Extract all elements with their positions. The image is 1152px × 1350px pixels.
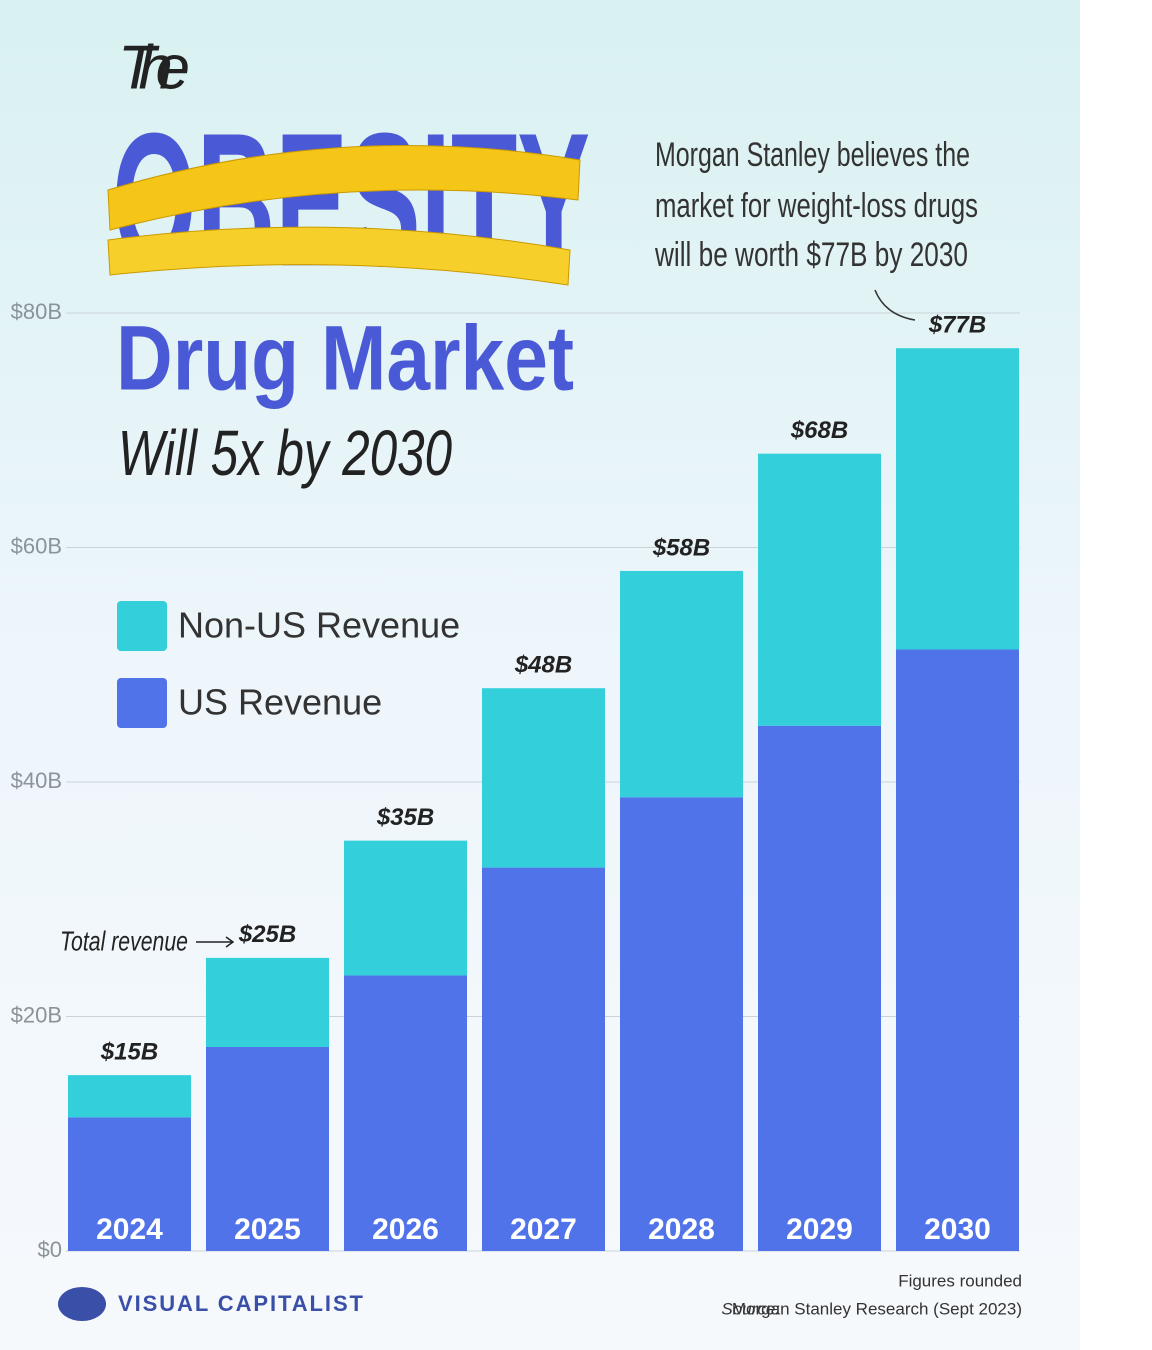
source-label: Source: [721,1299,780,1318]
subtitle: Will 5x by 2030 [118,417,452,489]
bar-segment [896,649,1019,1251]
y-tick-label: $0 [38,1237,62,1262]
annotation: Morgan Stanley believes the [655,136,970,174]
source: Morgan Stanley Research (Sept 2023) [732,1299,1022,1318]
total-label: $25B [238,921,296,948]
y-tick-label: $20B [11,1002,62,1027]
bar-segment [68,1075,191,1118]
logo: VISUAL CAPITALIST [58,1287,366,1321]
legend-label: US Revenue [178,682,382,723]
annotation: will be worth $77B by 2030 [654,236,968,274]
tape-decoration [107,226,571,286]
total-label: $35B [376,804,434,831]
tape-decoration [107,144,581,231]
x-tick-label: 2026 [372,1213,439,1246]
legend-swatch [117,678,167,728]
title-main: Drug Market [116,307,574,409]
bar-segment [896,348,1019,650]
x-tick-label: 2027 [510,1213,577,1246]
bar-segment [206,1046,329,1251]
footnote: Figures rounded [898,1271,1022,1290]
legend-label: Non-US Revenue [178,605,460,646]
annotation-arrow [874,289,916,321]
total-label: $68B [790,417,848,444]
bar-segment [344,840,467,976]
title-the: The [118,33,190,102]
bar-segment [206,957,329,1047]
total-label: $77B [928,312,986,339]
total-annotation: Total revenue [60,925,188,956]
bar-segment [620,570,743,798]
y-tick-label: $60B [11,533,62,558]
y-tick-label: $40B [11,768,62,793]
total-label: $15B [100,1038,158,1065]
legend-swatch [117,601,167,651]
bar-segment [620,797,743,1251]
brand: VISUAL CAPITALIST [118,1291,366,1316]
bar-segment [344,975,467,1251]
bar-segment [482,867,605,1251]
legend: Non-US Revenue US Revenue [117,601,460,728]
bar-segment [482,688,605,868]
x-tick-label: 2030 [924,1213,991,1246]
total-label: $58B [652,534,710,561]
x-tick-label: 2024 [96,1213,163,1246]
bar-segment [68,1117,191,1251]
x-tick-label: 2025 [234,1213,301,1246]
bar-segment [758,725,881,1251]
x-tick-label: 2028 [648,1213,715,1246]
total-label: $48B [514,652,572,679]
annotation-arrow [196,936,235,948]
annotation: market for weight-loss drugs [655,187,978,225]
y-tick-label: $80B [11,299,62,324]
bar-segment [758,453,881,726]
x-tick-label: 2029 [786,1213,853,1246]
